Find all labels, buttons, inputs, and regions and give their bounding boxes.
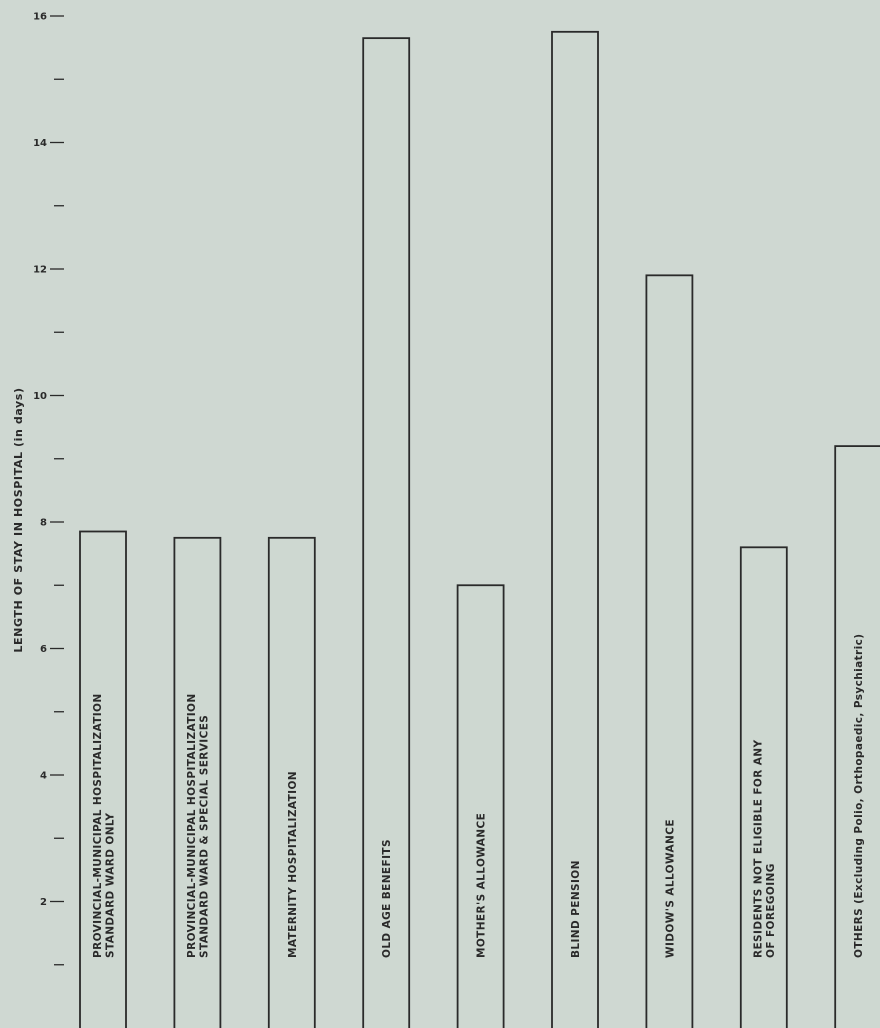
y-tick-label-12: 12 [33, 265, 47, 276]
bar-label-line: OTHERS (Excluding Polio, Orthopaedic, Ps… [853, 634, 865, 958]
bar-label-line: PROVINCIAL-MUNICIPAL HOSPITALIZATION [92, 693, 104, 958]
bar-label-line: STANDARD WARD & SPECIAL SERVICES [199, 715, 211, 958]
bar-label-4: OLD AGE BENEFITS [381, 839, 393, 958]
bar-label-line: OLD AGE BENEFITS [381, 839, 393, 958]
bar-1 [79, 530, 127, 1028]
bar-label-7: WIDOW'S ALLOWANCE [664, 819, 676, 958]
bar-label-line: PROVINCIAL-MUNICIPAL HOSPITALIZATION [186, 693, 198, 958]
y-axis: 2 4 6 8 10 12 14 16 [33, 12, 64, 966]
bar-label-5: MOTHER'S ALLOWANCE [476, 813, 488, 958]
y-tick-label-2: 2 [40, 897, 47, 908]
bar-4 [362, 37, 411, 1028]
bar-8 [739, 546, 788, 1028]
y-tick-label-16: 16 [33, 12, 47, 23]
bar-7 [645, 274, 694, 1028]
bar-2 [173, 536, 222, 1028]
bar-label-line: STANDARD WARD ONLY [104, 813, 116, 958]
bar-5 [456, 584, 505, 1028]
bar-labels-group: PROVINCIAL-MUNICIPAL HOSPITALIZATION STAN… [92, 634, 865, 958]
y-axis-title: LENGTH OF STAY IN HOSPITAL (in days) [12, 387, 25, 652]
bars-group [79, 30, 880, 1028]
bar-label-line: OF FOREGOING [765, 863, 777, 958]
y-tick-label-8: 8 [40, 518, 47, 529]
bar-label-line: MATERNITY HOSPITALIZATION [287, 771, 299, 958]
bar-label-line: RESIDENTS NOT ELIGIBLE FOR ANY [753, 740, 765, 959]
y-tick-label-6: 6 [40, 644, 47, 655]
bar-label-line: MOTHER'S ALLOWANCE [476, 813, 488, 958]
bar-label-2: PROVINCIAL-MUNICIPAL HOSPITALIZATION STAN… [186, 693, 211, 958]
bar-label-line: BLIND PENSION [570, 860, 582, 958]
bar-9 [834, 445, 880, 1028]
bar-label-3: MATERNITY HOSPITALIZATION [287, 771, 299, 958]
bar-label-1: PROVINCIAL-MUNICIPAL HOSPITALIZATION STAN… [92, 693, 117, 958]
bar-label-6: BLIND PENSION [570, 860, 582, 958]
bar-label-8: RESIDENTS NOT ELIGIBLE FOR ANY OF FOREGOI… [753, 740, 778, 959]
bar-label-9: OTHERS (Excluding Polio, Orthopaedic, Ps… [853, 634, 865, 958]
bar-6 [551, 30, 599, 1028]
y-tick-label-10: 10 [33, 391, 47, 402]
y-tick-label-14: 14 [33, 138, 47, 149]
bar-3 [267, 536, 316, 1028]
y-tick-label-4: 4 [40, 771, 47, 782]
bar-label-line: WIDOW'S ALLOWANCE [664, 819, 676, 958]
